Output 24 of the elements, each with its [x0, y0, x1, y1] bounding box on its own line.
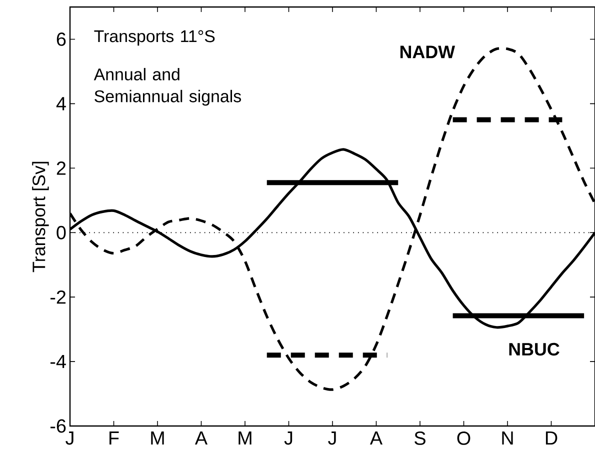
- x-tick-label: S: [414, 432, 426, 445]
- legend-label: NBUC: [509, 342, 560, 356]
- x-tick-label: O: [457, 432, 470, 445]
- series-label: NADW: [400, 46, 456, 58]
- y-tick-label: 4: [56, 97, 66, 110]
- y-tick-label: 2: [56, 162, 66, 175]
- y-tick-label: -4: [50, 355, 66, 368]
- x-tick-label: J: [284, 432, 292, 445]
- y-tick-label: 0: [56, 226, 66, 240]
- y-axis-title: Transport [Sv]: [32, 162, 49, 272]
- x-tick-label: F: [110, 432, 119, 445]
- y-tick-label: 6: [56, 32, 66, 46]
- x-tick-label: M: [151, 432, 164, 445]
- x-tick-label: D: [546, 432, 558, 445]
- x-tick-label: N: [502, 432, 513, 445]
- annotation: Annual and Semiannual signals: [94, 68, 241, 106]
- x-tick-label: J: [66, 432, 74, 445]
- x-tick-label: A: [194, 432, 208, 445]
- x-tick-label: J: [328, 432, 336, 445]
- x-tick-label: A: [370, 432, 383, 445]
- x-tick-label: M: [238, 432, 252, 445]
- y-tick-label: -6: [50, 419, 66, 433]
- annotation: Transports 11°S: [94, 30, 215, 46]
- y-tick-label: -2: [50, 290, 66, 304]
